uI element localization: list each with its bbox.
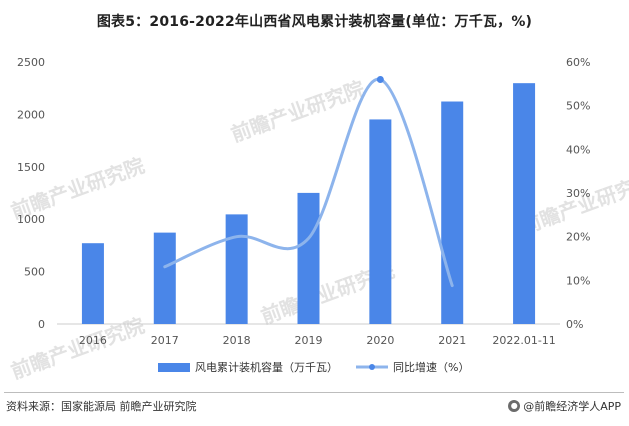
x-tick-label: 2021 [438, 334, 466, 347]
bar [369, 119, 392, 325]
bar-series [81, 83, 536, 325]
bar [297, 192, 320, 324]
y-right-tick-label: 30% [566, 187, 590, 200]
legend-label-bar: 风电累计装机容量（万千瓦） [195, 360, 338, 374]
bar [81, 243, 104, 324]
brand-credit: ● @前瞻经济学人APP [508, 398, 621, 414]
x-tick-label: 2017 [151, 334, 179, 347]
y-right-tick-label: 60% [566, 56, 590, 69]
x-tick-label: 2016 [79, 334, 107, 347]
y-right-tick-label: 20% [566, 231, 590, 244]
y-left-tick-label: 1500 [17, 161, 45, 174]
x-tick-label: 2019 [295, 334, 323, 347]
x-tick-label: 2018 [223, 334, 251, 347]
legend-swatch-bar [158, 363, 190, 372]
qianzhan-logo-icon: ● [508, 400, 521, 412]
y-right-tick-label: 0% [566, 318, 583, 331]
bar [441, 101, 464, 324]
bar [513, 83, 536, 324]
y-right-tick-label: 40% [566, 143, 590, 156]
y-right-tick-label: 10% [566, 274, 590, 287]
line-point [376, 75, 384, 83]
x-tick-label: 2022.01-11 [492, 334, 555, 347]
y-left-tick-label: 0 [38, 318, 45, 331]
y-right-tick-label: 50% [566, 100, 590, 113]
legend-label-line: 同比增速（%） [393, 360, 469, 374]
bar [225, 214, 248, 324]
y-left-tick-label: 1000 [17, 213, 45, 226]
legend-swatch-point [369, 364, 375, 370]
y-left-tick-label: 2500 [17, 56, 45, 69]
axes: 0 500 1000 1500 2000 2500 0% 10% 20% 30% 40% 50% 60%… [17, 56, 590, 347]
y-left-tick-label: 500 [24, 266, 45, 279]
footer-divider [4, 392, 624, 393]
bar [153, 232, 176, 324]
chart-title: 图表5：2016-2022年山西省风电累计装机容量(单位：万千瓦，%) [96, 14, 533, 30]
y-left-tick-label: 2000 [17, 108, 45, 121]
line-series [163, 75, 454, 288]
growth-line [163, 77, 454, 288]
x-tick-label: 2020 [366, 334, 394, 347]
source-note: 资料来源：国家能源局 前瞻产业研究院 [6, 400, 197, 413]
brand-text: @前瞻经济学人APP [523, 400, 621, 413]
legend: 风电累计装机容量（万千瓦） 同比增速（%） [158, 360, 469, 374]
